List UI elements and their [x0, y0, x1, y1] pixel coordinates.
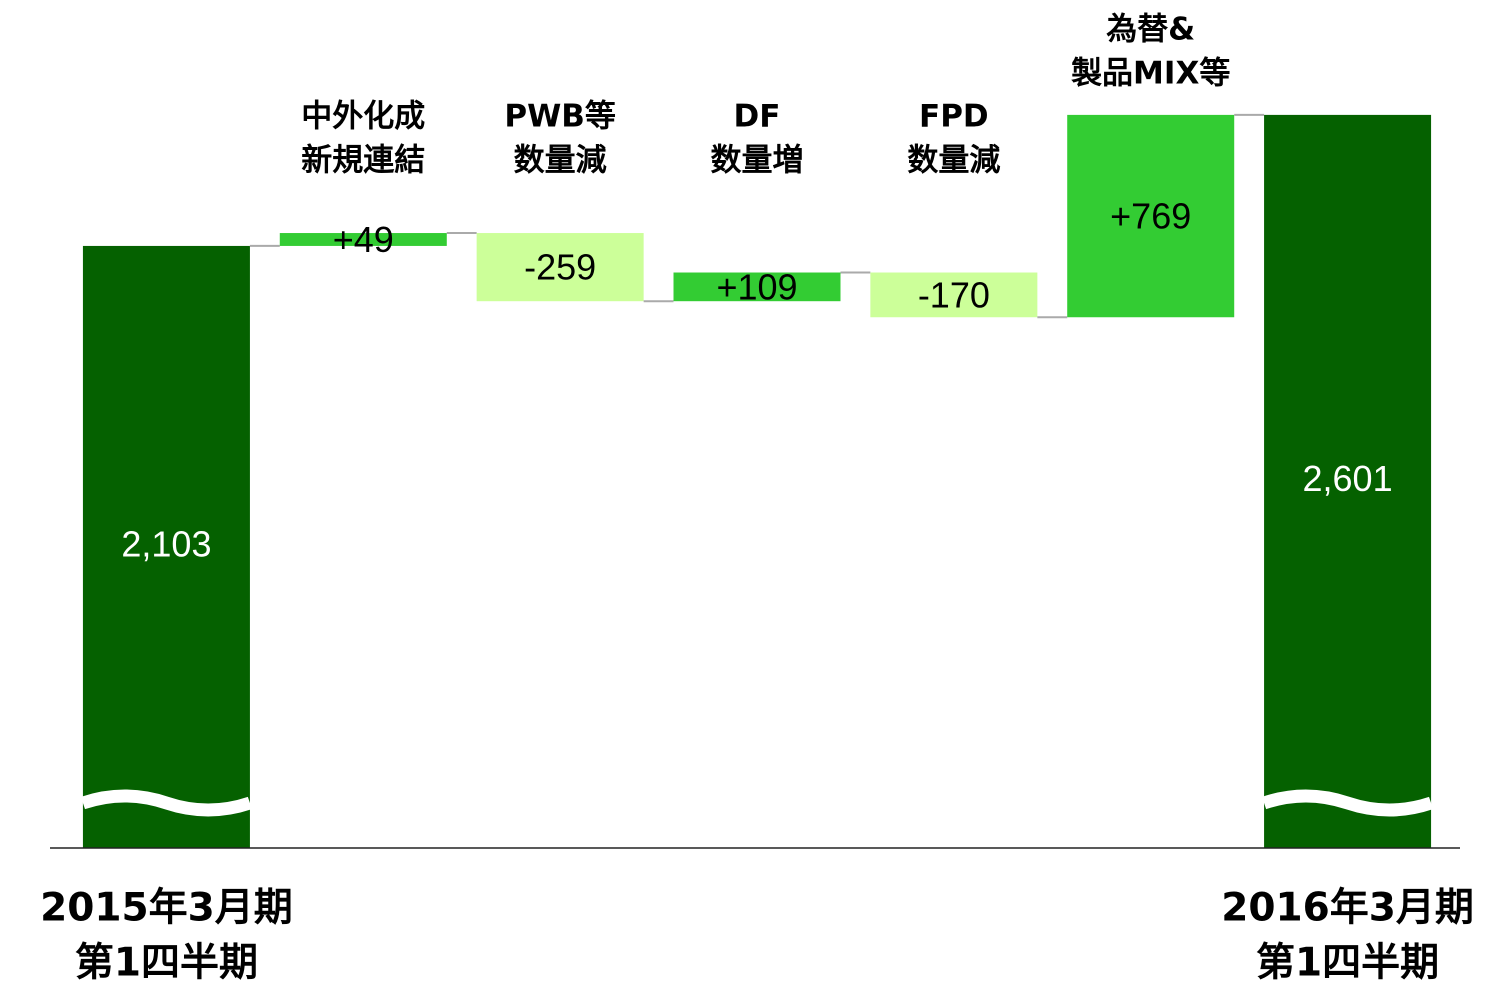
- value-label: +109: [716, 266, 797, 307]
- category-label: 製品MIX等: [1071, 55, 1230, 91]
- category-label: PWB等: [504, 99, 616, 135]
- value-label: 2,103: [121, 523, 211, 564]
- value-label: -170: [918, 274, 990, 315]
- bar: [476, 233, 644, 302]
- x-tick-label: 2016年3月期: [1221, 886, 1474, 931]
- value-label: +49: [333, 219, 394, 260]
- category-label: 中外化成: [301, 99, 425, 135]
- category-label: 数量増: [711, 143, 804, 179]
- x-tick-label: 第1四半期: [75, 941, 258, 986]
- category-label: 数量減: [907, 143, 1000, 179]
- value-label: 2,601: [1303, 458, 1393, 499]
- category-label: FPD: [919, 99, 989, 135]
- bar: [82, 245, 250, 849]
- bar: [1264, 114, 1432, 849]
- value-label: -259: [524, 247, 596, 288]
- bar: [1067, 114, 1235, 318]
- category-label: DF: [734, 99, 781, 135]
- x-tick-label: 2015年3月期: [40, 886, 293, 931]
- axis-break: [1262, 789, 1434, 817]
- bar: [870, 272, 1038, 318]
- x-tick-label: 第1四半期: [1256, 941, 1439, 986]
- category-label: 数量減: [514, 143, 607, 179]
- category-label: 為替&: [1106, 11, 1195, 47]
- bar: [279, 233, 447, 246]
- category-label: 新規連結: [301, 143, 425, 179]
- axis-break: [80, 789, 252, 817]
- bar: [673, 272, 841, 302]
- value-label: +769: [1110, 196, 1191, 237]
